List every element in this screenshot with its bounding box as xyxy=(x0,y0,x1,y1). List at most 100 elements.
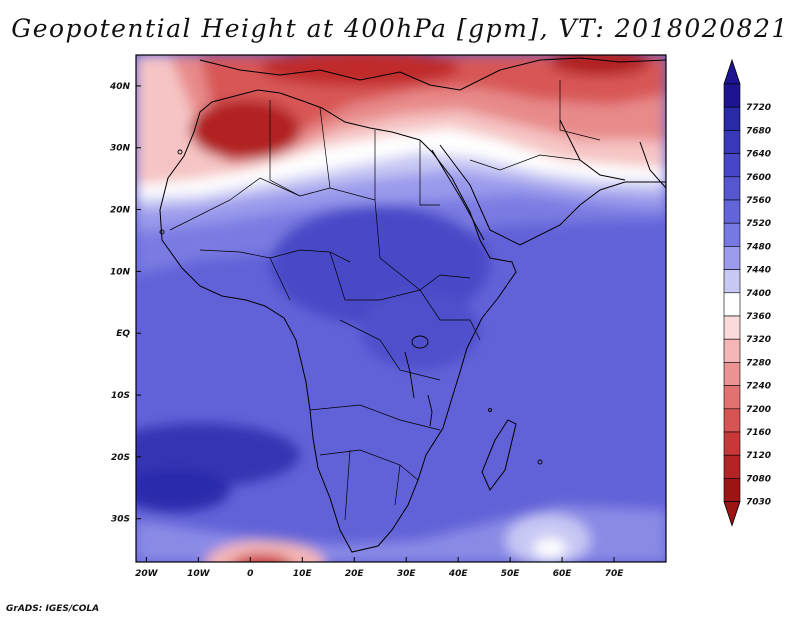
colorbar-bottom-arrow xyxy=(723,501,741,527)
border-sahara-3 xyxy=(269,100,301,197)
colorbar-top-arrow xyxy=(723,58,741,85)
field-core-south-atlantic-2 xyxy=(136,468,230,512)
colorbar-swatch xyxy=(723,246,741,270)
lat-tick-label: 20N xyxy=(110,206,131,216)
island-canaries xyxy=(177,149,183,155)
lake-malawi xyxy=(427,394,433,427)
europe-coast xyxy=(199,57,666,91)
grads-credit: GrADS: IGES/COLA xyxy=(6,604,100,614)
colorbar: 7720 7680 7640 7600 7560 7520 7480 7440 7400 7360… xyxy=(723,58,771,527)
lon-tick-label: 50E xyxy=(501,569,521,579)
lon-tick-label: 40E xyxy=(448,569,469,579)
border-sahara-1 xyxy=(169,177,301,231)
lon-tick-label: 60E xyxy=(553,569,573,579)
border-central-1 xyxy=(329,251,421,301)
lon-tick-label: 10E xyxy=(293,569,313,579)
field-core-congo xyxy=(360,290,480,370)
colorbar-label: 7440 xyxy=(746,266,771,276)
colorbar-swatch xyxy=(723,315,741,340)
border-central-2 xyxy=(379,257,471,291)
border-congo xyxy=(339,319,441,381)
lat-tick-label: 30S xyxy=(111,515,130,525)
arabia-coastline xyxy=(439,144,666,246)
india-coast xyxy=(639,141,666,189)
lon-tick-label: 0 xyxy=(247,569,253,579)
colorbar-swatch xyxy=(723,454,741,479)
colorbar-label: 7280 xyxy=(746,358,771,368)
longitude-axis: 20W 10W 0 10E 20E 30E 40E 50E 60E 70E xyxy=(135,557,624,579)
colorbar-label: 7520 xyxy=(746,219,771,229)
field-core-north-africa xyxy=(190,100,300,160)
lakes xyxy=(159,149,543,465)
border-sahara-4 xyxy=(319,107,331,189)
field-core-asia xyxy=(550,55,650,76)
colorbar-swatch xyxy=(723,408,741,433)
colorbar-label: 7400 xyxy=(746,289,771,299)
colorbar-label: 7240 xyxy=(746,382,771,392)
colorbar-label: 7030 xyxy=(746,498,771,508)
lat-tick-label: 10S xyxy=(111,391,130,401)
border-mideast xyxy=(469,154,581,171)
country-borders xyxy=(169,80,601,521)
colorbar-label: 7600 xyxy=(746,173,771,183)
border-east-africa xyxy=(419,289,481,341)
colorbar-label: 7680 xyxy=(746,126,771,136)
madagascar xyxy=(481,419,517,491)
border-southern-1 xyxy=(309,404,441,431)
lon-tick-label: 30E xyxy=(397,569,417,579)
colorbar-swatch xyxy=(723,338,741,363)
island-mauritius xyxy=(537,459,543,465)
border-sahara-6 xyxy=(419,140,440,206)
africa-coastline xyxy=(159,89,517,553)
lat-tick-label: 10N xyxy=(110,267,131,277)
border-southern-3 xyxy=(344,449,351,521)
island-comoros xyxy=(488,408,492,412)
lat-tick-label: 20S xyxy=(111,453,130,463)
border-southern-4 xyxy=(394,464,401,506)
colorbar-label: 7640 xyxy=(746,150,771,160)
red-sea-coast xyxy=(431,149,485,241)
lake-victoria xyxy=(411,335,429,349)
colorbar-swatch xyxy=(723,130,741,154)
map-title: Geopotential Height at 400hPa [gpm], VT:… xyxy=(11,14,789,43)
lat-tick-label: 30N xyxy=(110,144,131,154)
lat-tick-label: 40N xyxy=(109,82,131,92)
colorbar-label: 7120 xyxy=(746,451,771,461)
colorbar-swatch xyxy=(723,385,741,410)
colorbar-label: 7200 xyxy=(746,405,771,415)
colorbar-label: 7080 xyxy=(746,474,771,484)
island-cape-verde xyxy=(159,229,165,235)
colorbar-swatch xyxy=(723,269,741,294)
colorbar-swatch xyxy=(723,478,741,502)
lon-tick-label: 20E xyxy=(345,569,365,579)
coastlines xyxy=(159,57,666,553)
border-iran xyxy=(559,80,601,141)
colorbar-swatch xyxy=(723,431,741,456)
colorbar-label: 7160 xyxy=(746,428,771,438)
border-sahara-2 xyxy=(299,187,381,259)
colorbar-swatch xyxy=(723,199,741,224)
lon-tick-label: 10W xyxy=(187,569,211,579)
border-southern-2 xyxy=(319,449,419,481)
colorbar-swatch xyxy=(723,83,741,108)
colorbar-label: 7560 xyxy=(746,196,771,206)
colorbar-swatch xyxy=(723,176,741,201)
field-core-madagascar-pale xyxy=(506,514,590,562)
lon-tick-label: 20W xyxy=(135,569,159,579)
lake-tanganyika xyxy=(404,351,415,399)
field-core-madagascar xyxy=(534,538,566,558)
field-core-south-low-pale xyxy=(205,540,325,562)
field-core-south-low xyxy=(233,554,291,562)
colorbar-label: 7360 xyxy=(746,312,771,322)
colorbar-label: 7480 xyxy=(746,242,771,252)
lat-tick-label: EQ xyxy=(116,329,130,339)
colorbar-swatch xyxy=(723,222,741,247)
colorbar-swatch xyxy=(723,292,741,317)
border-west-africa xyxy=(199,249,351,263)
field-core-mediterranean xyxy=(260,55,460,86)
colorbar-label: 7320 xyxy=(746,335,771,345)
lon-tick-label: 70E xyxy=(605,569,625,579)
colorbar-swatch xyxy=(723,153,741,178)
height-field xyxy=(136,55,666,562)
